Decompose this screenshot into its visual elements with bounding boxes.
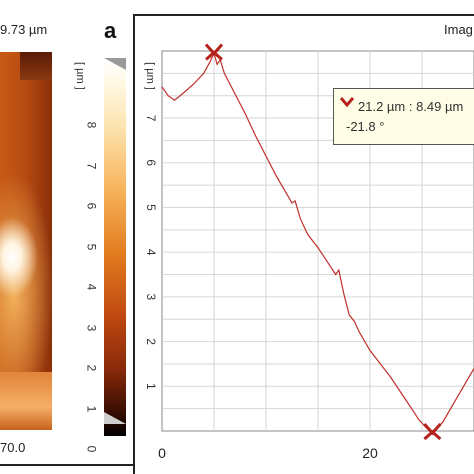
image-tab[interactable]: Imag (444, 22, 473, 37)
scan-size-label: 9.73 µm (0, 22, 48, 37)
measurement-cursor[interactable] (204, 43, 224, 61)
y-tick-label: 6 (144, 159, 158, 166)
afm-bright-region (0, 372, 52, 430)
measurement-cursor[interactable] (423, 423, 442, 441)
top-border (133, 14, 474, 16)
y-axis-label: [ µm ] (144, 62, 156, 90)
panel-label: a (104, 18, 117, 43)
afm-height-image (0, 52, 52, 430)
colorbar-tick-label: 8 (84, 121, 99, 129)
marker-icon (340, 97, 354, 108)
colorbar-tick-label: 0 (84, 445, 99, 453)
y-tick-label: 1 (144, 383, 158, 390)
measurement-tooltip: 21.2 µm : 8.49 µm -21.8 ° (333, 88, 474, 145)
colorbar-tick-label: 3 (84, 324, 99, 331)
colorbar-tick-label: 6 (84, 202, 99, 210)
afm-dark-region (20, 52, 52, 80)
image-axis-max-label: 70.0 (0, 440, 26, 455)
panel-divider (133, 14, 135, 474)
bottom-border (0, 464, 135, 466)
colorbar-tick-label: 5 (84, 243, 99, 250)
colorbar-tick-label: 4 (84, 283, 99, 291)
y-tick-label: 4 (144, 249, 158, 256)
y-tick-label: 7 (144, 115, 158, 122)
x-tick-label: 0 (158, 445, 166, 461)
y-tick-label: 5 (144, 204, 158, 211)
tooltip-distance: 21.2 µm : 8.49 µm (358, 99, 464, 114)
profile-chart: 0 20 1 2 3 4 5 6 7 [ µm ] (144, 43, 474, 461)
colorbar-min-triangle[interactable] (104, 412, 126, 424)
y-tick-label: 3 (144, 294, 158, 301)
colorbar-tick-label: 1 (84, 405, 99, 412)
height-colorbar (104, 58, 126, 436)
y-tick-label: 2 (144, 338, 158, 345)
colorbar-max-triangle[interactable] (104, 58, 126, 70)
tooltip-angle: -21.8 ° (346, 119, 385, 134)
x-tick-label: 20 (362, 445, 378, 461)
colorbar-unit: [ µm ] (74, 62, 86, 90)
colorbar-tick-label: 7 (84, 162, 99, 169)
colorbar-tick-label: 2 (84, 364, 99, 372)
